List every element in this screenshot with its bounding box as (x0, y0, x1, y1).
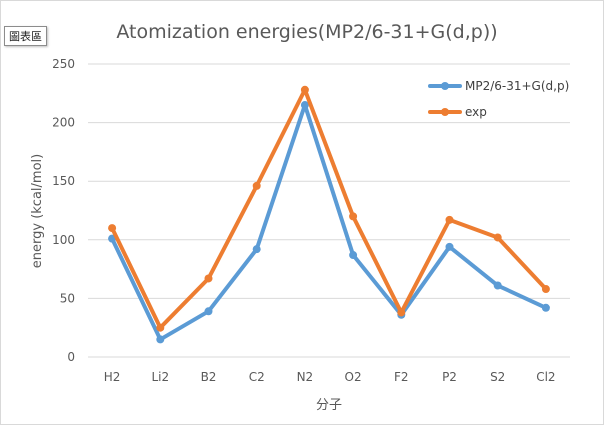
data-point (397, 308, 406, 317)
legend-label: MP2/6-31+G(d,p) (465, 79, 569, 93)
series-line-1 (110, 87, 548, 330)
data-point (300, 101, 309, 110)
x-tick-label: H2 (104, 370, 121, 384)
data-point (445, 215, 454, 224)
data-point (493, 233, 502, 242)
y-tick-labels: 0 50 100 150 200 250 (52, 57, 75, 364)
data-point (300, 85, 309, 94)
gridlines (88, 63, 570, 358)
x-tick-label: P2 (442, 370, 457, 384)
x-tick-label: S2 (490, 370, 505, 384)
data-point (156, 335, 165, 344)
x-tick-labels: H2 Li2 B2 C2 N2 O2 F2 P2 S2 Cl2 (104, 370, 556, 384)
x-tick-label: F2 (394, 370, 409, 384)
data-point (156, 323, 165, 332)
x-tick-label: B2 (201, 370, 217, 384)
legend-label: exp (465, 105, 487, 119)
y-tick-label: 50 (60, 291, 75, 305)
series-lines (108, 85, 550, 344)
legend: MP2/6-31+G(d,p) exp (428, 79, 569, 119)
data-point (108, 224, 117, 233)
y-tick-label: 100 (52, 233, 75, 247)
data-point (252, 181, 261, 190)
data-point (252, 245, 261, 254)
data-point (541, 303, 550, 312)
y-tick-label: 150 (52, 174, 75, 188)
x-tick-label: N2 (297, 370, 314, 384)
data-point (204, 307, 213, 316)
data-point (349, 251, 358, 260)
data-point (204, 274, 213, 283)
chart-title: Atomization energies(MP2/6-31+G(d,p)) (116, 21, 497, 43)
series-line-0 (110, 103, 548, 342)
x-tick-label: Cl2 (536, 370, 555, 384)
x-tick-label: C2 (249, 370, 265, 384)
data-point (349, 212, 358, 221)
legend-marker (441, 108, 449, 116)
x-axis-title: 分子 (316, 398, 342, 413)
data-point (493, 281, 502, 290)
x-tick-label: O2 (345, 370, 362, 384)
chart-area-tooltip: 圖表區 (4, 26, 47, 46)
y-axis-title: energy (kcal/mol) (30, 154, 45, 268)
y-tick-label: 200 (52, 116, 75, 130)
data-point (445, 242, 454, 251)
data-point (541, 285, 550, 294)
x-tick-label: Li2 (151, 370, 169, 384)
legend-marker (441, 82, 449, 90)
y-tick-label: 250 (52, 57, 75, 71)
y-tick-label: 0 (67, 350, 75, 364)
